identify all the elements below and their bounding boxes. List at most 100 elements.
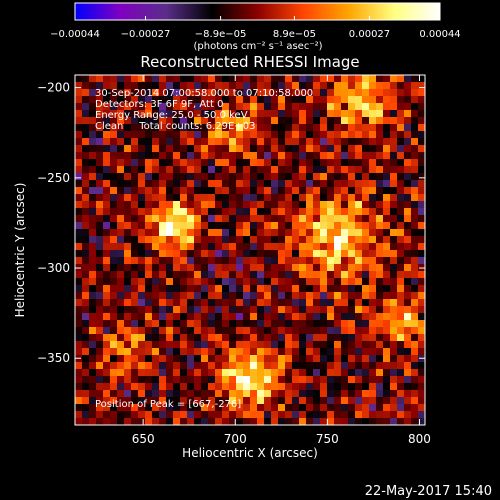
heatmap-cell xyxy=(82,390,90,398)
heatmap-cell xyxy=(313,397,321,405)
heatmap-cell xyxy=(341,201,349,209)
heatmap-cell xyxy=(110,313,118,321)
heatmap-cell xyxy=(397,194,405,202)
heatmap-cell xyxy=(327,250,335,258)
heatmap-cell xyxy=(327,292,335,300)
heatmap-cell xyxy=(180,257,188,265)
heatmap-cell xyxy=(180,117,188,125)
heatmap-cell xyxy=(271,285,279,293)
heatmap-cell xyxy=(306,292,314,300)
heatmap-cell xyxy=(173,75,181,83)
colorbar-tick-label: −0.00044 xyxy=(50,29,100,40)
heatmap-cell xyxy=(208,369,216,377)
heatmap-cell xyxy=(313,334,321,342)
heatmap-cell xyxy=(180,103,188,111)
heatmap-cell xyxy=(341,348,349,356)
heatmap-cell xyxy=(292,159,300,167)
heatmap-cell xyxy=(82,89,90,97)
heatmap-cell xyxy=(145,103,153,111)
heatmap-cell xyxy=(257,159,265,167)
heatmap-cell xyxy=(82,376,90,384)
heatmap-cell xyxy=(320,103,328,111)
heatmap-cell xyxy=(285,243,293,251)
heatmap-cell xyxy=(292,173,300,181)
heatmap-cell xyxy=(390,180,398,188)
heatmap-cell xyxy=(418,96,426,104)
heatmap-cell xyxy=(313,376,321,384)
heatmap-cell xyxy=(75,201,83,209)
heatmap-cell xyxy=(208,299,216,307)
heatmap-cell xyxy=(292,327,300,335)
heatmap-cell xyxy=(292,278,300,286)
heatmap-cell xyxy=(369,138,377,146)
heatmap-cell xyxy=(194,124,202,132)
heatmap-cell xyxy=(278,292,286,300)
heatmap-cell xyxy=(250,411,258,419)
heatmap-cell xyxy=(96,166,104,174)
heatmap-cell xyxy=(187,75,195,83)
heatmap-cell xyxy=(194,369,202,377)
heatmap-cell xyxy=(292,376,300,384)
x-axis: 650 700 750 800 xyxy=(132,75,431,446)
heatmap-cell xyxy=(159,187,167,195)
heatmap-cell xyxy=(75,152,83,160)
heatmap-cell xyxy=(201,292,209,300)
heatmap-cell xyxy=(194,117,202,125)
heatmap-cell xyxy=(362,327,370,335)
heatmap-cell xyxy=(411,75,419,83)
heatmap-cell xyxy=(285,215,293,223)
heatmap-cell xyxy=(313,110,321,118)
heatmap-cell xyxy=(355,348,363,356)
heatmap-cell xyxy=(124,229,132,237)
heatmap-cell xyxy=(103,236,111,244)
heatmap-cell xyxy=(159,201,167,209)
heatmap-cell xyxy=(404,166,412,174)
heatmap-cell xyxy=(250,243,258,251)
heatmap-cell xyxy=(418,229,426,237)
heatmap-cell xyxy=(194,103,202,111)
heatmap-cell xyxy=(82,187,90,195)
heatmap-cell xyxy=(243,82,251,90)
heatmap-cell xyxy=(89,187,97,195)
heatmap-cell xyxy=(355,215,363,223)
heatmap-cell xyxy=(341,236,349,244)
heatmap-cell xyxy=(390,320,398,328)
heatmap-cell xyxy=(257,103,265,111)
heatmap-cell xyxy=(194,306,202,314)
heatmap-cell xyxy=(376,229,384,237)
heatmap-cell xyxy=(334,145,342,153)
heatmap-cell xyxy=(397,243,405,251)
heatmap-cell xyxy=(138,411,146,419)
heatmap-cell xyxy=(348,159,356,167)
heatmap-cell xyxy=(334,166,342,174)
heatmap-cell xyxy=(313,236,321,244)
heatmap-cell xyxy=(341,299,349,307)
heatmap-cell xyxy=(166,411,174,419)
heatmap-cell xyxy=(89,236,97,244)
heatmap-cell xyxy=(75,390,83,398)
x-tick-label: 800 xyxy=(408,432,431,446)
heatmap-cell xyxy=(355,334,363,342)
heatmap-cell xyxy=(117,390,125,398)
heatmap-cell xyxy=(362,110,370,118)
heatmap-cell xyxy=(222,383,230,391)
heatmap-cell xyxy=(306,390,314,398)
heatmap-cell xyxy=(215,96,223,104)
heatmap-cell xyxy=(103,390,111,398)
heatmap-cell xyxy=(348,299,356,307)
heatmap-cell xyxy=(236,173,244,181)
heatmap-cell xyxy=(159,362,167,370)
heatmap-cell xyxy=(257,180,265,188)
heatmap-cell xyxy=(306,250,314,258)
heatmap-cell xyxy=(257,215,265,223)
heatmap-cell xyxy=(236,355,244,363)
heatmap-cell xyxy=(285,320,293,328)
heatmap-cell xyxy=(187,397,195,405)
heatmap-cell xyxy=(250,222,258,230)
heatmap-cell xyxy=(334,173,342,181)
heatmap-cell xyxy=(376,390,384,398)
heatmap-cell xyxy=(264,229,272,237)
heatmap-cell xyxy=(362,411,370,419)
heatmap-cell xyxy=(166,250,174,258)
heatmap-cell xyxy=(390,124,398,132)
